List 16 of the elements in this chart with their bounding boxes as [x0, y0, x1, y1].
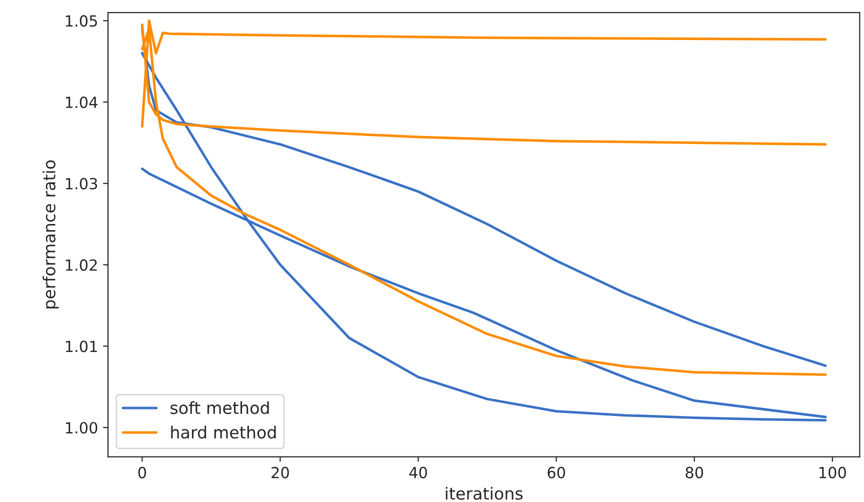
- y-tick-label: 1.03: [66, 178, 98, 190]
- x-tick-label: 40: [409, 466, 427, 478]
- y-tick-label: 1.05: [66, 15, 97, 27]
- y-tick-label: 1.02: [66, 259, 97, 271]
- y-tick-label: 1.00: [66, 422, 98, 434]
- x-tick-label: 80: [686, 466, 704, 478]
- x-tick-label: 100: [820, 466, 846, 478]
- x-axis-title: iterations: [446, 486, 523, 500]
- legend-label: hard method: [171, 426, 276, 439]
- y-axis-title: performance ratio: [42, 160, 59, 308]
- y-tick-label: 1.01: [66, 340, 97, 352]
- x-tick-label: 60: [548, 466, 566, 478]
- x-tick-label: 0: [138, 466, 146, 478]
- x-tick-label: 20: [272, 466, 289, 478]
- y-tick-label: 1.04: [66, 96, 98, 108]
- legend-label: soft method: [170, 401, 269, 414]
